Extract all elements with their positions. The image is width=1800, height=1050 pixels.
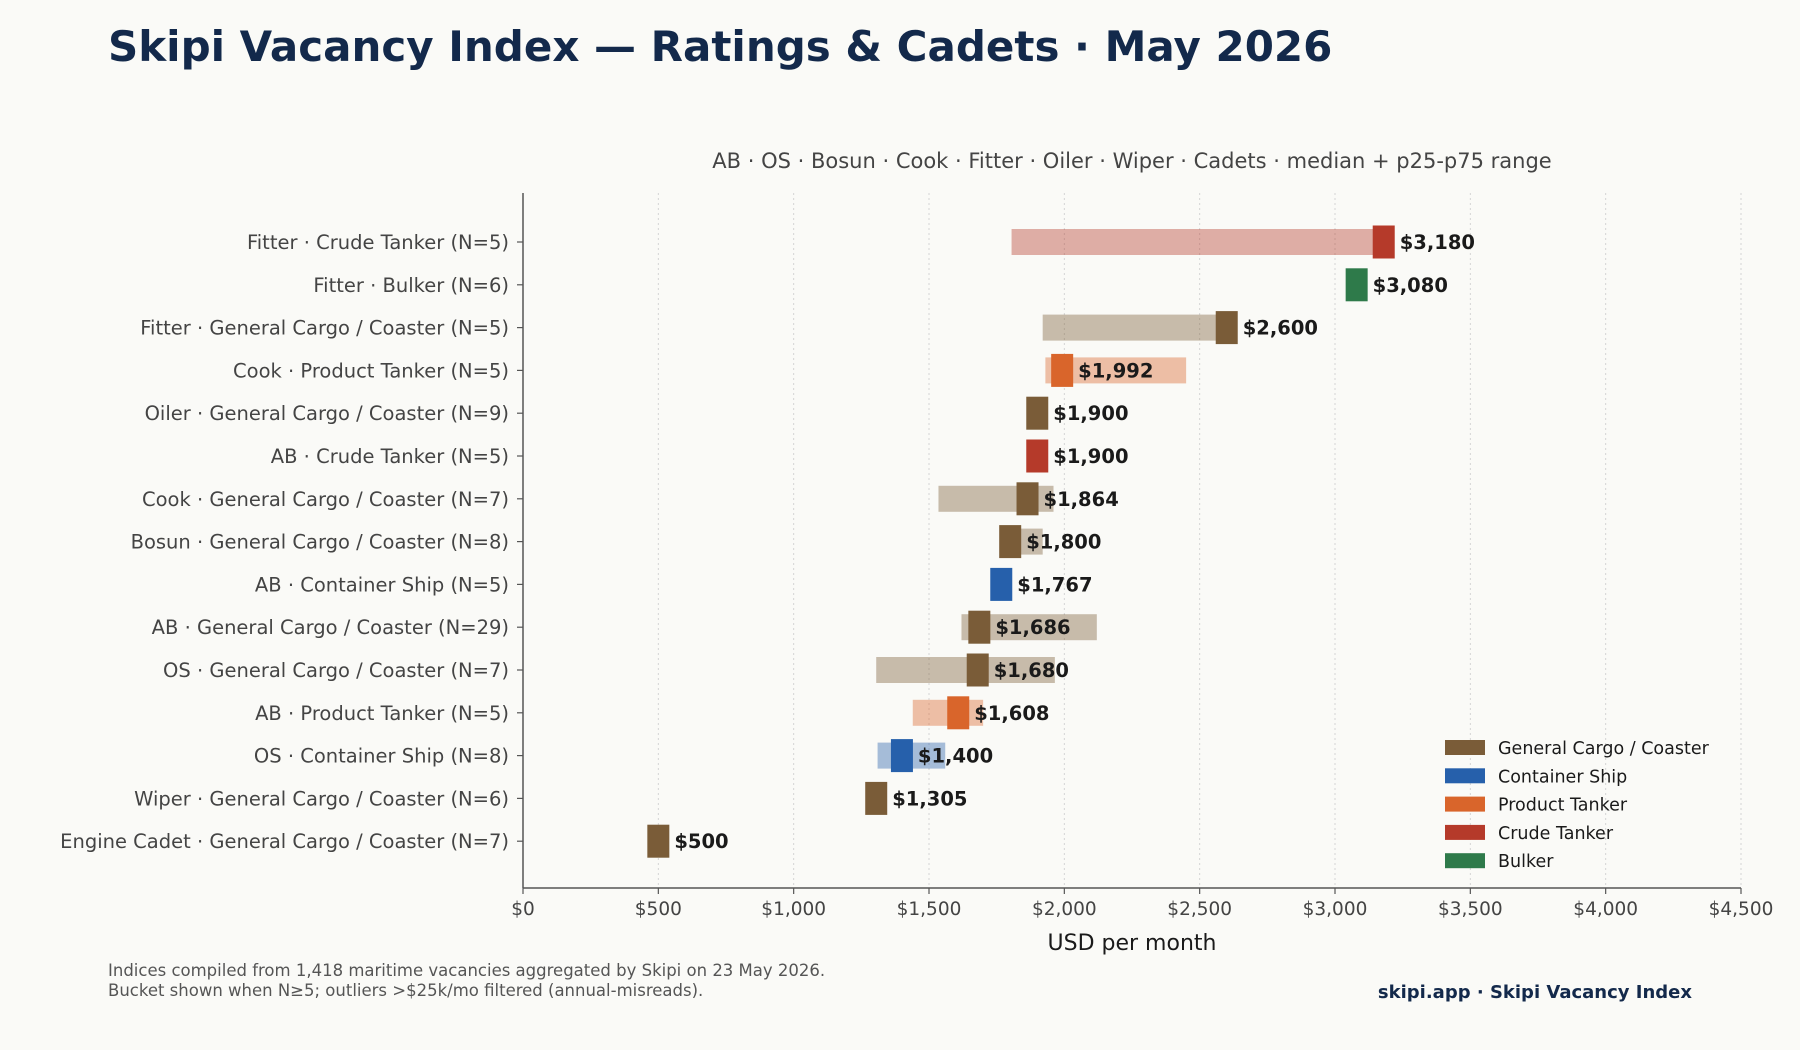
footnote-line-1: Indices compiled from 1,418 maritime vac… bbox=[108, 961, 826, 980]
row-label: Fitter · Bulker (N=6) bbox=[313, 274, 509, 297]
median-marker-2 bbox=[1215, 311, 1238, 345]
x-tick-label: $500 bbox=[635, 899, 682, 920]
value-label: $1,900 bbox=[1053, 402, 1128, 425]
legend-label: Container Ship bbox=[1498, 767, 1627, 787]
value-label: $2,600 bbox=[1243, 317, 1318, 340]
row-label: Wiper · General Cargo / Coaster (N=6) bbox=[134, 787, 509, 810]
row-label: OS · Container Ship (N=8) bbox=[254, 745, 509, 768]
row-label: AB · Crude Tanker (N=5) bbox=[271, 445, 509, 468]
x-tick-label: $2,500 bbox=[1167, 899, 1232, 920]
value-label: $1,608 bbox=[974, 702, 1049, 725]
row-label: Fitter · General Cargo / Coaster (N=5) bbox=[140, 317, 509, 340]
median-marker-6 bbox=[1016, 482, 1039, 516]
legend-swatch-3 bbox=[1445, 824, 1485, 840]
legend-label: Product Tanker bbox=[1498, 796, 1628, 816]
median-marker-7 bbox=[999, 525, 1022, 559]
median-marker-3 bbox=[1051, 353, 1074, 387]
row-label: Oiler · General Cargo / Coaster (N=9) bbox=[145, 402, 509, 425]
value-label: $1,305 bbox=[892, 787, 967, 810]
value-label: $1,992 bbox=[1078, 359, 1153, 382]
median-marker-1 bbox=[1345, 268, 1368, 302]
x-axis-label: USD per month bbox=[1048, 931, 1217, 956]
x-tick-label: $3,500 bbox=[1438, 899, 1503, 920]
brand-credit: skipi.app · Skipi Vacancy Index bbox=[1377, 982, 1692, 1003]
value-label: $1,680 bbox=[994, 659, 1069, 682]
value-label: $1,800 bbox=[1026, 531, 1101, 554]
legend-swatch-1 bbox=[1445, 768, 1485, 784]
legend-swatch-0 bbox=[1445, 740, 1485, 755]
value-label: $3,080 bbox=[1373, 274, 1448, 297]
median-marker-4 bbox=[1026, 396, 1049, 430]
x-tick-label: $2,000 bbox=[1032, 899, 1097, 920]
legend-swatch-2 bbox=[1445, 796, 1485, 812]
value-label: $500 bbox=[674, 830, 728, 853]
legend-swatch-4 bbox=[1445, 853, 1485, 869]
x-tick-label: $0 bbox=[511, 899, 535, 920]
value-label: $1,900 bbox=[1053, 445, 1128, 468]
footnote-line-2: Bucket shown when N≥5; outliers >$25k/mo… bbox=[108, 981, 704, 1000]
x-tick-label: $4,500 bbox=[1709, 899, 1774, 920]
median-marker-0 bbox=[1372, 225, 1395, 259]
value-label: $1,400 bbox=[918, 745, 993, 768]
value-label: $1,767 bbox=[1017, 573, 1092, 596]
x-tick-label: $1,500 bbox=[897, 899, 962, 920]
median-marker-8 bbox=[990, 567, 1013, 601]
range-bar-2 bbox=[1042, 314, 1227, 341]
median-marker-5 bbox=[1026, 439, 1049, 473]
median-marker-11 bbox=[947, 696, 970, 730]
row-label: AB · Product Tanker (N=5) bbox=[255, 702, 509, 725]
value-label: $3,180 bbox=[1400, 231, 1475, 254]
median-marker-10 bbox=[966, 653, 989, 687]
x-tick-label: $1,000 bbox=[761, 899, 826, 920]
x-tick-label: $4,000 bbox=[1573, 899, 1638, 920]
legend-label: General Cargo / Coaster bbox=[1498, 739, 1710, 759]
legend-label: Crude Tanker bbox=[1498, 824, 1614, 844]
value-label: $1,864 bbox=[1044, 488, 1119, 511]
row-label: Engine Cadet · General Cargo / Coaster (… bbox=[60, 830, 509, 853]
row-label: Cook · General Cargo / Coaster (N=7) bbox=[142, 488, 509, 511]
row-label: Bosun · General Cargo / Coaster (N=8) bbox=[131, 531, 509, 554]
row-label: AB · Container Ship (N=5) bbox=[255, 573, 509, 596]
x-tick-label: $3,000 bbox=[1303, 899, 1368, 920]
row-label: Fitter · Crude Tanker (N=5) bbox=[247, 231, 509, 254]
chart-subtitle: AB · OS · Bosun · Cook · Fitter · Oiler … bbox=[712, 149, 1551, 173]
median-marker-12 bbox=[890, 739, 913, 773]
median-marker-14 bbox=[647, 824, 670, 858]
row-label: Cook · Product Tanker (N=5) bbox=[233, 359, 509, 382]
row-label: OS · General Cargo / Coaster (N=7) bbox=[163, 659, 509, 682]
median-marker-9 bbox=[968, 610, 991, 644]
range-bar-10 bbox=[876, 657, 1055, 683]
row-label: AB · General Cargo / Coaster (N=29) bbox=[152, 616, 509, 639]
median-marker-13 bbox=[865, 781, 888, 815]
footnote: Indices compiled from 1,418 maritime vac… bbox=[108, 961, 825, 1001]
value-label: $1,686 bbox=[995, 616, 1070, 639]
range-bar-0 bbox=[1011, 229, 1384, 255]
page-title: Skipi Vacancy Index — Ratings & Cadets ·… bbox=[108, 22, 1333, 71]
legend-label: Bulker bbox=[1498, 852, 1554, 872]
